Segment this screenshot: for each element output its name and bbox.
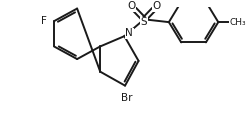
Text: Br: Br: [121, 93, 133, 103]
Text: N: N: [126, 28, 133, 38]
Text: O: O: [127, 1, 136, 11]
Text: O: O: [153, 1, 161, 11]
Text: F: F: [41, 16, 47, 26]
Text: CH₃: CH₃: [230, 18, 246, 27]
Text: S: S: [141, 17, 148, 27]
